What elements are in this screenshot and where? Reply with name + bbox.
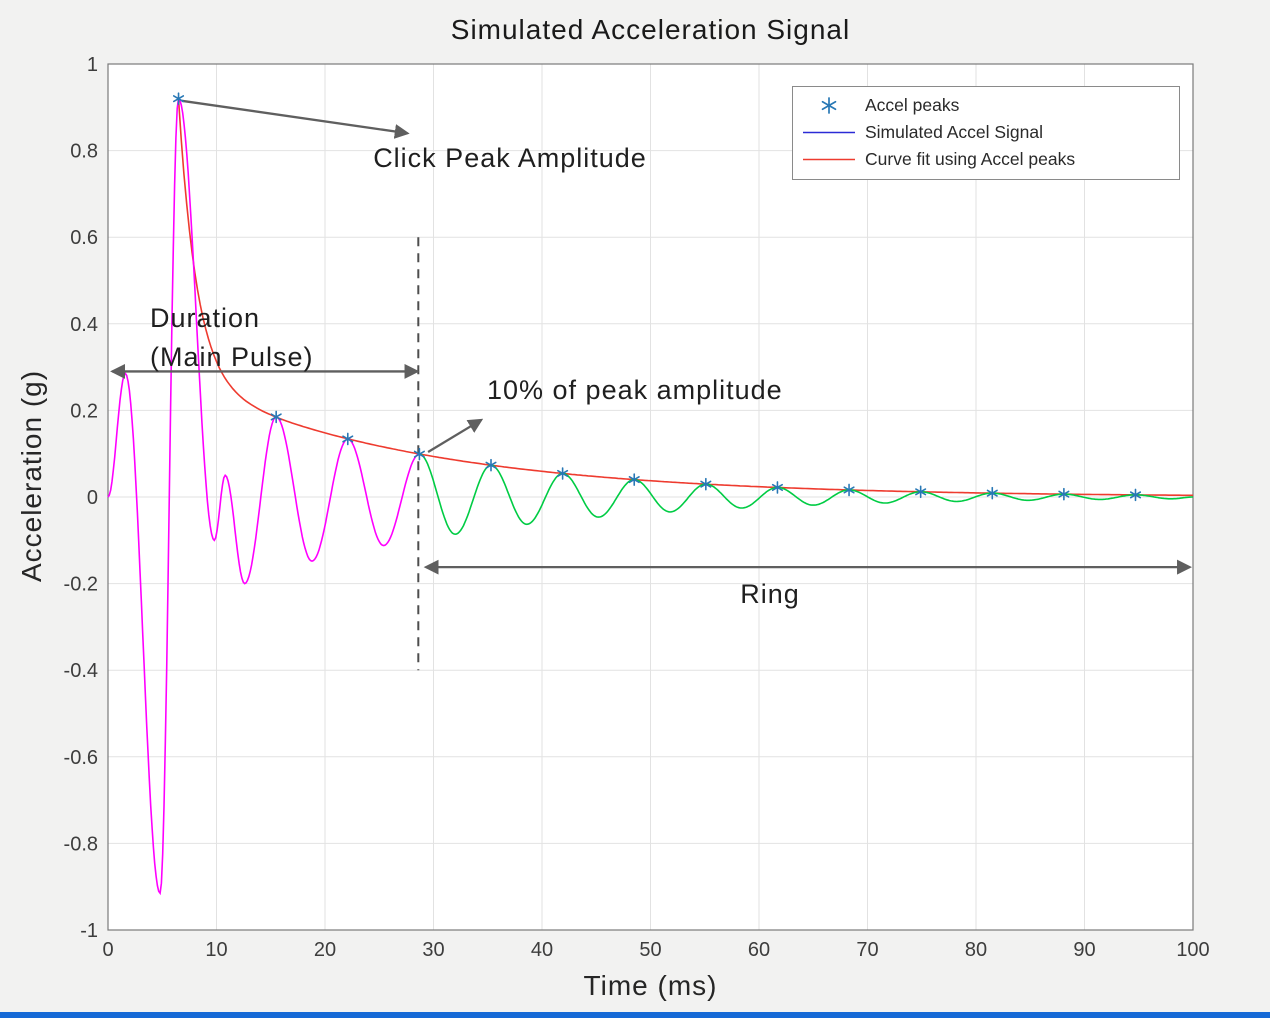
- legend-item-simulated-signal: Simulated Accel Signal: [793, 119, 1179, 146]
- annotation-duration-line1: Duration: [150, 303, 261, 333]
- y-tick-label: 1: [87, 54, 98, 76]
- x-tick-label: 50: [639, 939, 661, 961]
- x-tick-label: 70: [856, 939, 878, 961]
- asterisk-marker-icon: [821, 97, 837, 114]
- legend-label: Simulated Accel Signal: [865, 122, 1044, 142]
- y-tick-label: -1: [80, 920, 98, 942]
- signal-main-pulse-path: [107, 96, 420, 896]
- x-tick-label: 100: [1176, 939, 1209, 961]
- accel-peak-marker: [1129, 488, 1142, 502]
- accel-peak-marker: [485, 458, 497, 472]
- x-tick-label: 90: [1073, 939, 1095, 961]
- accel-peak-marker: [821, 97, 837, 114]
- accel-peak-marker: [172, 92, 185, 105]
- accel-peak-marker: [342, 432, 354, 446]
- accel-peak-marker: [270, 410, 282, 424]
- annotation-duration-line2: (Main Pulse): [150, 342, 314, 372]
- x-tick-label: 60: [748, 939, 770, 961]
- y-tick-label: 0.4: [70, 314, 98, 336]
- accel-peak-marker: [628, 473, 640, 486]
- x-tick-label: 20: [314, 939, 336, 961]
- legend: Accel peaks Simulated Accel Signal Curve…: [792, 86, 1180, 180]
- legend-item-curve-fit: Curve fit using Accel peaks: [793, 146, 1179, 173]
- x-tick-label: 10: [205, 939, 227, 961]
- y-tick-label: -0.8: [64, 833, 98, 855]
- x-tick-label: 80: [965, 939, 987, 961]
- y-tick-label: 0: [87, 487, 98, 509]
- y-axis-label: Acceleration (g): [16, 369, 47, 583]
- accel-peak-marker: [557, 467, 569, 480]
- accel-peak-marker: [413, 447, 425, 461]
- x-tick-label: 30: [422, 939, 444, 961]
- red-line-icon: [803, 158, 855, 161]
- ten-percent-arrow: [427, 418, 484, 453]
- y-tick-label: 0.2: [70, 400, 98, 422]
- accel-peak-marker: [915, 485, 927, 499]
- annotation-duration-main-pulse: Duration (Main Pulse): [150, 299, 314, 377]
- y-tick-label: -0.2: [64, 574, 98, 596]
- blue-line-icon: [803, 131, 855, 134]
- click-peak-arrow: [181, 99, 410, 139]
- y-tick-label: -0.4: [64, 660, 98, 682]
- legend-item-accel-peaks: Accel peaks: [793, 92, 1179, 119]
- annotation-ten-percent-of-peak: 10% of peak amplitude: [487, 375, 783, 405]
- y-tick-label: 0.8: [70, 141, 98, 163]
- accel-peak-marker: [771, 481, 784, 494]
- annotation-ring: Ring: [740, 579, 800, 609]
- accel-peak-marker: [843, 483, 855, 497]
- window-bottom-edge: [0, 1012, 1270, 1018]
- chart-title: Simulated Acceleration Signal: [450, 14, 851, 45]
- annotation-click-peak-amplitude: Click Peak Amplitude: [373, 143, 647, 173]
- x-tick-label: 40: [531, 939, 553, 961]
- x-tick-label: 0: [102, 939, 113, 961]
- legend-label: Curve fit using Accel peaks: [865, 149, 1076, 169]
- y-tick-label: -0.6: [64, 747, 98, 769]
- legend-label: Accel peaks: [865, 95, 960, 115]
- accel-peak-marker: [1058, 487, 1070, 501]
- accel-peak-marker: [700, 477, 712, 491]
- y-tick-label: 0.6: [70, 227, 98, 249]
- x-axis-label: Time (ms): [583, 970, 718, 1001]
- accel-peak-marker: [986, 486, 998, 500]
